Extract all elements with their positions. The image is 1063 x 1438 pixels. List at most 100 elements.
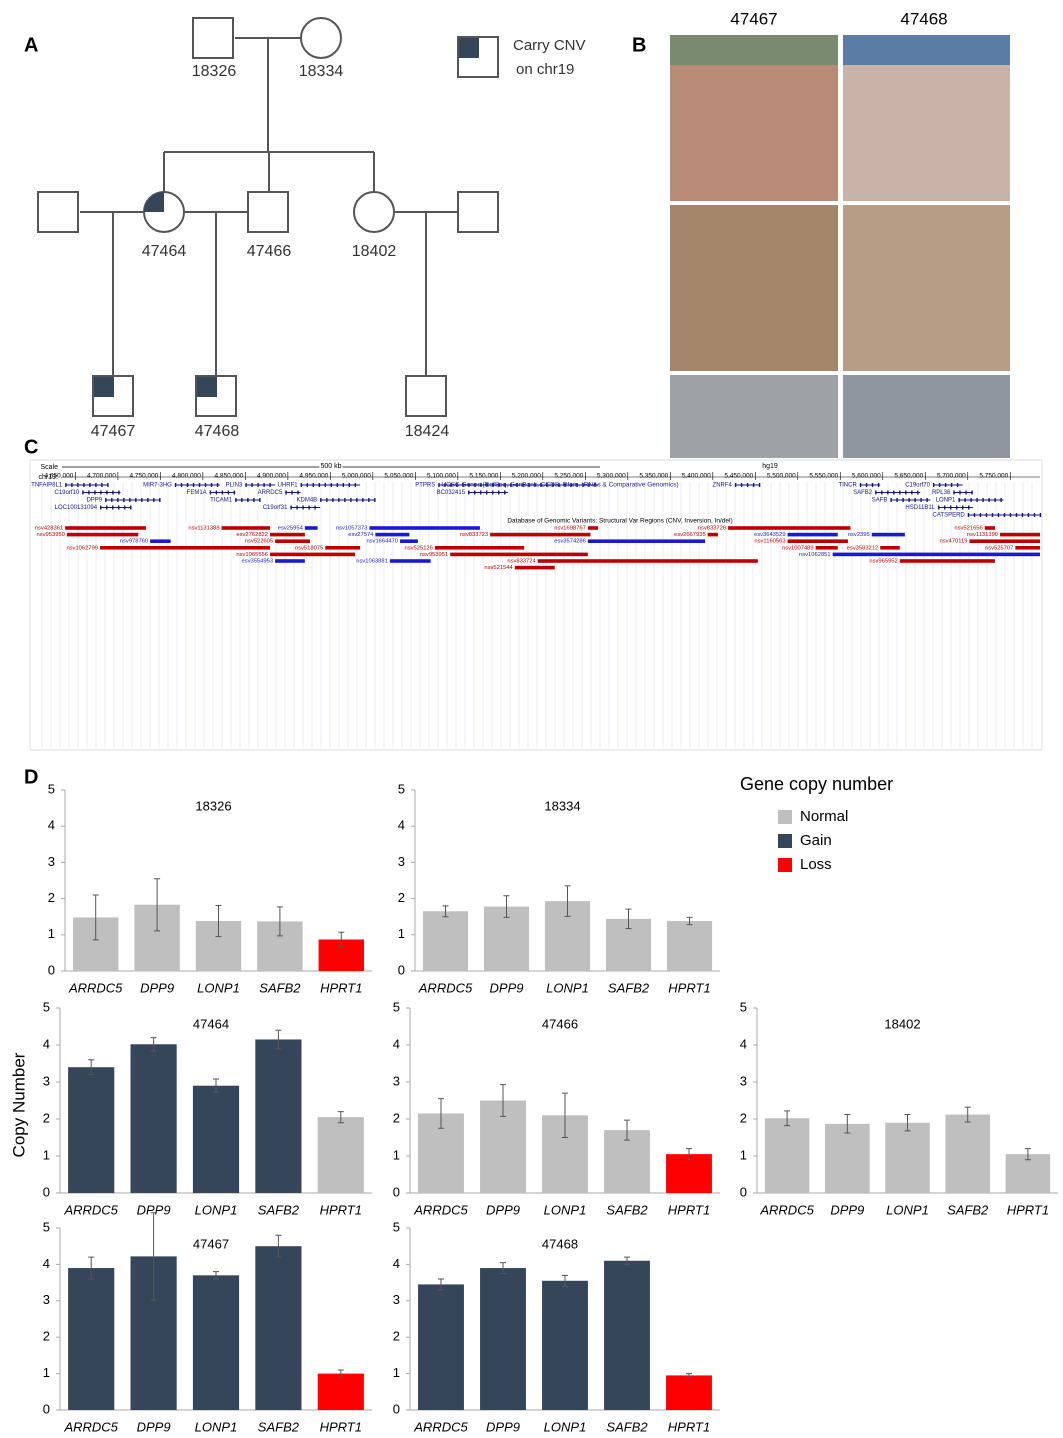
y-tick-label: 1 <box>393 1147 400 1162</box>
exon <box>979 513 982 517</box>
variant-label: nsv953951 <box>420 552 448 558</box>
photo <box>843 205 1010 371</box>
bar <box>317 1373 364 1410</box>
x-tick-label: 4,650,000 <box>44 473 73 480</box>
male <box>405 375 447 417</box>
exon <box>564 483 566 487</box>
female <box>353 191 395 233</box>
exon <box>958 498 960 502</box>
x-tick-label: 5,700,000 <box>937 473 966 480</box>
photos: 47467 47468 <box>670 9 1010 458</box>
error-bar <box>1024 1148 1031 1161</box>
x-tick-label: 5,300,000 <box>597 473 626 480</box>
exon <box>247 498 249 502</box>
variant-label: nsv1131390 <box>967 532 998 538</box>
exon <box>300 483 303 487</box>
exon <box>94 490 96 495</box>
legend-label: Loss <box>800 856 832 873</box>
exon <box>994 498 996 502</box>
individual-id: 47467 <box>91 423 136 440</box>
exon <box>899 490 901 495</box>
exon <box>576 483 578 487</box>
x-tick-label: 5,000,000 <box>342 473 371 480</box>
y-tick-label: 2 <box>393 1329 400 1344</box>
x-tick-label: 4,800,000 <box>172 473 201 480</box>
x-tick-label: LONP1 <box>195 1202 238 1217</box>
error-bar <box>500 1084 506 1117</box>
exon <box>285 490 287 495</box>
gene-label: C19orf31 <box>263 505 288 511</box>
exon <box>83 483 85 487</box>
exon <box>582 483 584 487</box>
variant-label: nsv522605 <box>245 539 273 545</box>
exon <box>348 483 351 487</box>
exon <box>890 498 892 502</box>
x-tick-label: LONP1 <box>886 1202 929 1217</box>
y-tick-label: 5 <box>740 999 747 1014</box>
error-bar <box>562 1274 568 1287</box>
x-tick-label: 5,550,000 <box>809 473 838 480</box>
exon <box>997 513 1000 517</box>
variant <box>707 532 718 537</box>
panel-label: B <box>632 34 646 56</box>
y-tick-label: 1 <box>43 1365 50 1380</box>
exon <box>306 483 309 487</box>
exon <box>1039 513 1042 517</box>
exon <box>558 483 560 487</box>
gene-label: ARRDC5 <box>258 490 283 496</box>
y-tick-label: 3 <box>393 1073 400 1088</box>
error-bar <box>215 904 222 938</box>
gene-label: TNFAIP8L1 <box>31 483 63 489</box>
exon <box>1027 513 1030 517</box>
panel-label: C <box>24 436 38 458</box>
x-tick-label: HPRT1 <box>1007 1202 1049 1217</box>
panel-label: A <box>24 34 38 56</box>
exon <box>95 483 97 487</box>
exon <box>107 483 109 487</box>
error-bar <box>92 894 99 941</box>
exon <box>318 483 321 487</box>
exon <box>859 483 862 487</box>
variant-label: nsv1063881 <box>356 559 388 565</box>
exon <box>180 483 183 487</box>
exon <box>112 505 114 510</box>
bar <box>130 1044 177 1193</box>
x-tick-label: ARRDC5 <box>68 980 123 995</box>
legend-text: on chr19 <box>516 61 574 78</box>
variant <box>1015 546 1040 550</box>
x-tick-label: LONP1 <box>195 1419 238 1433</box>
bar <box>422 911 469 971</box>
bar <box>192 1275 240 1410</box>
y-tick-label: 4 <box>393 1036 400 1051</box>
exon <box>209 490 212 495</box>
variant <box>537 559 758 563</box>
error-bar <box>438 1098 444 1129</box>
exon <box>344 498 346 502</box>
x-tick-label: DPP9 <box>490 980 524 995</box>
exon <box>336 483 339 487</box>
exon <box>312 483 315 487</box>
error-bar <box>686 1148 692 1161</box>
error-bar <box>213 1271 219 1280</box>
x-tick-label: 5,200,000 <box>512 473 541 480</box>
exon <box>953 490 955 495</box>
exon <box>938 483 941 487</box>
bar <box>68 1067 115 1193</box>
gene-label: HSD11B1L <box>905 505 935 511</box>
exon <box>350 498 352 502</box>
exon <box>112 490 114 495</box>
variant <box>815 546 838 550</box>
error-bar <box>337 1111 344 1124</box>
exon <box>210 483 213 487</box>
x-tick-label: 5,650,000 <box>894 473 923 480</box>
variant-label: nsv1065556 <box>236 552 268 558</box>
legend-swatch <box>778 858 792 872</box>
carrier-fill <box>144 192 164 212</box>
x-tick-label: 5,500,000 <box>767 473 796 480</box>
variant <box>1000 532 1040 537</box>
error-bar <box>964 1106 971 1123</box>
y-tick-label: 1 <box>398 926 405 941</box>
exon <box>970 498 972 502</box>
variant-label: nsv1698767 <box>554 526 586 532</box>
